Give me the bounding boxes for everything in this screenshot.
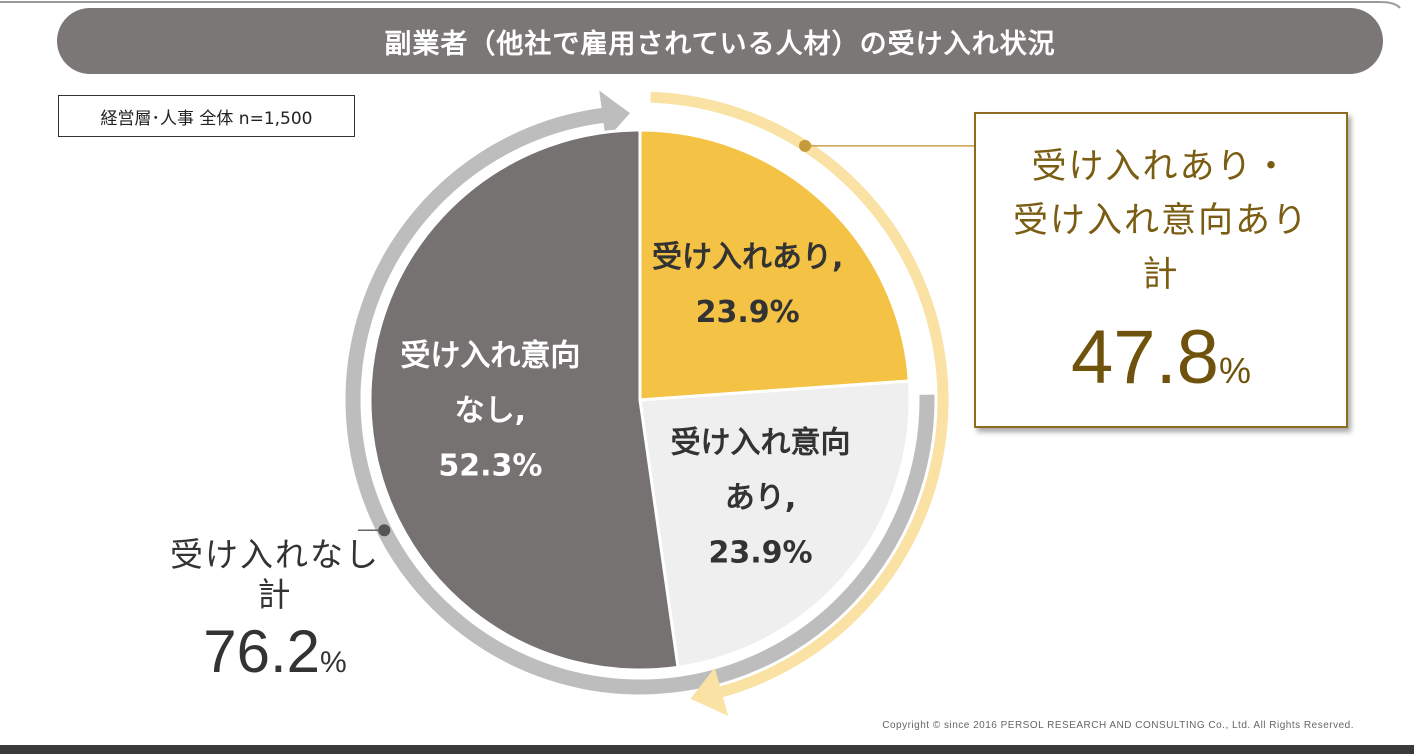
page-title: 副業者（他社で雇用されている人材）の受け入れ状況 (384, 28, 1056, 60)
intent-yes-slice-label-line-3: 23.9% (709, 535, 813, 570)
intent-no-slice-label-line-3: 52.3% (438, 449, 542, 484)
intent-yes-slice-label-line-1: 受け入れ意向 (671, 425, 851, 460)
none-total-value: 76.2% (150, 622, 400, 682)
accept-group-leader-dot (799, 139, 812, 152)
top-edge-line (0, 0, 1401, 9)
accept-total-label-line-3: 計 (1142, 255, 1180, 295)
accept-total-label: 受け入れあり・ 受け入れ意向あり 計 (976, 140, 1346, 302)
accept-group-arrowhead (690, 667, 729, 716)
intent-yes-slice-label-line-2: あり, (725, 480, 796, 515)
accept-total-number: 47.8 (1071, 315, 1219, 400)
none-total-label-line-1: 受け入れなし (170, 535, 380, 574)
title-bar: 副業者（他社で雇用されている人材）の受け入れ状況 (57, 8, 1383, 74)
accept-group-arc (650, 91, 949, 700)
accept-total-label-line-2: 受け入れ意向あり (1012, 201, 1309, 241)
accept-total-value: 47.8% (976, 320, 1346, 396)
sample-size-label: 経営層･人事 全体 n=1,500 (58, 95, 355, 137)
none-group-leader-dot (378, 524, 391, 537)
footer-bar (0, 745, 1414, 754)
copyright-text: Copyright © since 2016 PERSOL RESEARCH A… (882, 720, 1354, 731)
intent-yes-slice (638, 379, 912, 670)
accept-slice-label-line-1: 受け入れあり, (652, 240, 843, 275)
intent-no-slice-label-line-2: なし, (455, 394, 526, 429)
none-group-arrowhead (599, 90, 630, 141)
intent-no-slice (368, 128, 680, 672)
accept-total-label-line-1: 受け入れあり・ (1031, 147, 1291, 187)
none-total-unit: % (320, 646, 347, 679)
accept-slice-label-line-2: 23.9% (696, 295, 800, 330)
none-group-arc (345, 107, 935, 695)
accept-slice (638, 128, 911, 402)
none-total-label-line-2: 計 (257, 575, 293, 614)
intent-no-slice-label-line-1: 受け入れ意向 (400, 339, 580, 374)
none-total-number: 76.2 (203, 618, 321, 685)
accept-total-unit: % (1218, 350, 1251, 391)
none-total-label: 受け入れなし 計 (150, 535, 400, 615)
accept-total-callout: 受け入れあり・ 受け入れ意向あり 計 47.8% (974, 112, 1348, 428)
